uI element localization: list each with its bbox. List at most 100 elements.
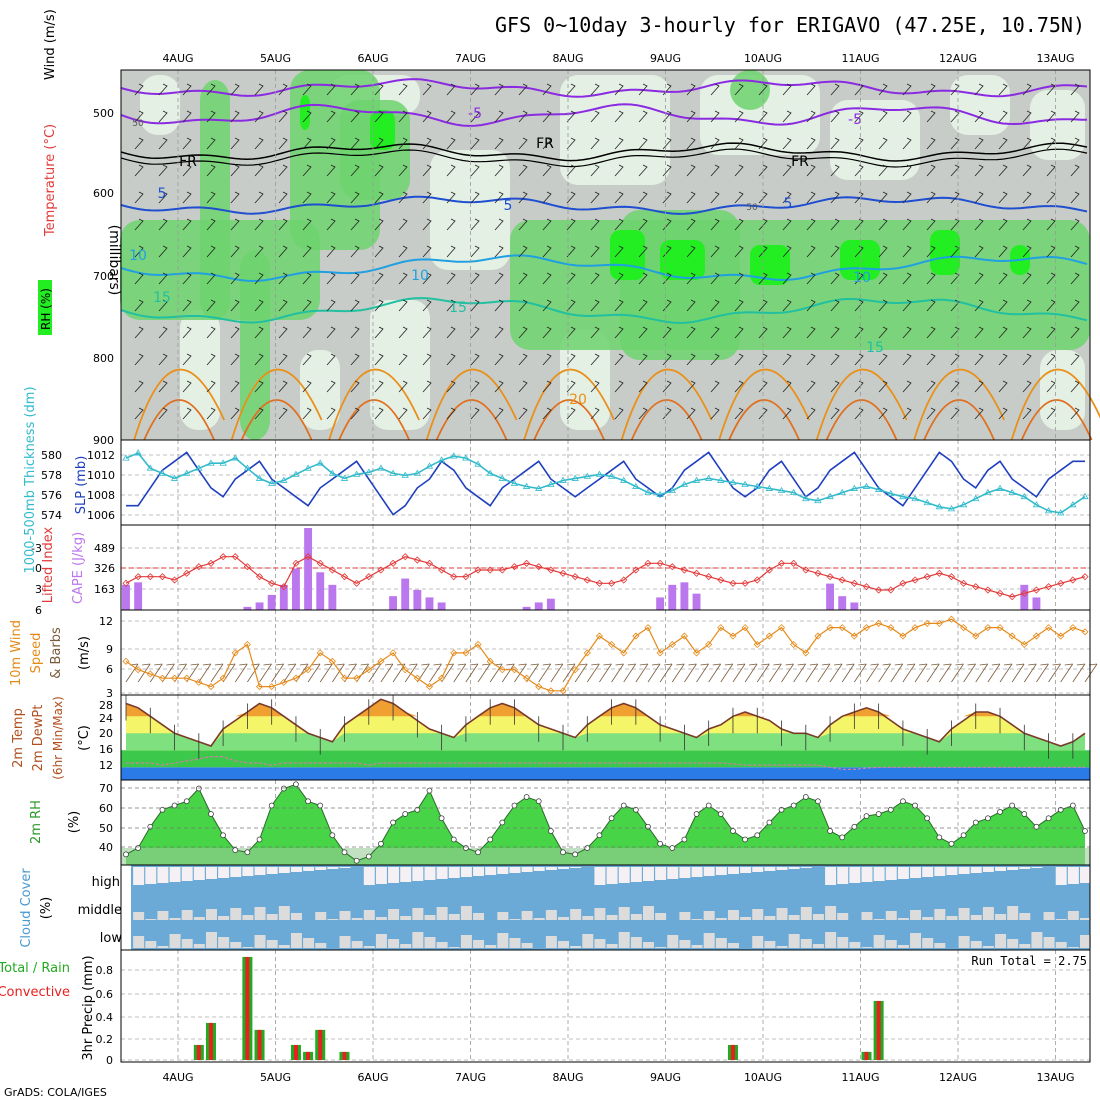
wind-barb — [1046, 245, 1056, 258]
cloud-middle-bar — [193, 917, 205, 920]
wind-barb — [1046, 326, 1056, 339]
wind-barb — [566, 164, 576, 177]
temp-tick: 16 — [99, 743, 113, 756]
rh2m-unit-label: (%) — [67, 811, 82, 834]
lifted-index-point — [219, 553, 227, 561]
rh-point — [232, 847, 239, 853]
wind-barb — [422, 218, 432, 231]
cloud-high-bar — [521, 867, 533, 872]
wind-barb — [614, 407, 624, 420]
thickness-point — [146, 464, 154, 471]
wind-barb — [326, 272, 336, 285]
wind-speed-point — [984, 624, 992, 632]
cloud-high-bar — [327, 867, 339, 869]
wind-barb — [686, 191, 696, 204]
wind-barb — [878, 326, 888, 339]
thickness-point — [777, 486, 786, 493]
wind-barb — [398, 137, 408, 150]
wind-barb — [1070, 407, 1080, 420]
lifted-index-point — [134, 573, 142, 581]
rh-point — [900, 798, 906, 805]
wind-barb — [614, 245, 624, 258]
wind-barb — [182, 299, 192, 312]
wind-barb — [974, 83, 984, 96]
wind-barb — [326, 83, 336, 96]
thickness-point — [207, 459, 215, 466]
cloud-high-bar — [691, 867, 703, 877]
cloud-middle-bar — [436, 907, 448, 920]
rh-point — [645, 823, 651, 830]
wind-barb — [614, 299, 624, 312]
date-label-bottom: 9AUG — [650, 1071, 681, 1084]
wind-barb-10m — [574, 663, 588, 683]
contour-label: 10 — [411, 268, 429, 284]
precip-convective-bar — [208, 1022, 213, 1060]
lifted-index-tick: 0 — [35, 562, 42, 575]
lifted-index-point — [668, 563, 676, 571]
wind-barb — [830, 245, 840, 258]
wind-barb — [830, 191, 840, 204]
wind-barb — [230, 407, 240, 420]
cloud-low-bar — [970, 941, 982, 948]
cape-bar — [437, 602, 446, 610]
lifted-index-point — [802, 566, 810, 574]
wind-barb — [710, 137, 720, 150]
rh-moist-area — [510, 220, 1090, 350]
rh-point — [220, 832, 226, 839]
wind-barb-10m — [453, 663, 467, 683]
wind-barb — [446, 83, 456, 96]
rh-saturated-area — [370, 110, 395, 150]
rh-dry-area — [370, 300, 430, 430]
wind-barb — [302, 218, 312, 231]
cloud-low-bar — [655, 947, 667, 948]
precip-convective-bar — [257, 1029, 262, 1060]
wind-barb-10m — [271, 663, 285, 683]
lifted-index-point — [486, 566, 494, 574]
cape-bar — [1020, 584, 1029, 610]
rh-point — [802, 794, 809, 800]
lifted-index-point — [741, 579, 749, 587]
wind-speed-point — [875, 619, 883, 627]
rh-point — [171, 802, 178, 809]
wind-barb — [974, 407, 984, 420]
rh-point — [463, 845, 469, 851]
lifted-index-point — [1008, 593, 1016, 601]
wind-barb — [470, 272, 480, 285]
temp-line — [125, 698, 1086, 747]
date-label-top: 7AUG — [455, 52, 486, 65]
cape-bar — [122, 584, 130, 610]
lifted-index-point — [947, 573, 956, 581]
thickness-tick: 576 — [41, 489, 62, 502]
wind-speed-point — [571, 666, 579, 674]
wind-barb — [950, 326, 960, 339]
lifted-index-point — [1045, 583, 1053, 591]
cloud-level-low: low — [100, 931, 123, 946]
wind-barb — [734, 218, 744, 231]
wind-barb — [158, 110, 168, 123]
rh-point — [438, 815, 445, 822]
wind-barb — [686, 407, 696, 420]
wind-speed-point — [134, 666, 142, 674]
wind-barb — [782, 191, 792, 204]
wind-barb — [566, 407, 576, 420]
wind-barb — [878, 137, 888, 150]
thickness-point — [437, 456, 446, 463]
cloud-high-bar — [1007, 867, 1019, 870]
rh-point — [268, 802, 275, 809]
wind-barb — [350, 110, 360, 123]
cloud-axis-label: Cloud Cover — [19, 868, 34, 948]
precip-convective-bar — [876, 1000, 881, 1060]
dewpoint-line — [126, 755, 1085, 771]
wind-barb — [758, 83, 768, 96]
wind-barb — [878, 353, 888, 366]
wind-barb — [350, 380, 360, 393]
cloud-low-bar — [837, 937, 849, 948]
wind-barb — [1022, 407, 1032, 420]
wind-barb — [278, 299, 288, 312]
rh-saturated-area — [930, 230, 960, 275]
wind-barb-10m — [1072, 663, 1086, 683]
wind-barb — [374, 380, 384, 393]
wind-barb — [158, 353, 168, 366]
thickness-point — [1032, 501, 1041, 508]
cloud-middle-bar — [521, 911, 533, 920]
